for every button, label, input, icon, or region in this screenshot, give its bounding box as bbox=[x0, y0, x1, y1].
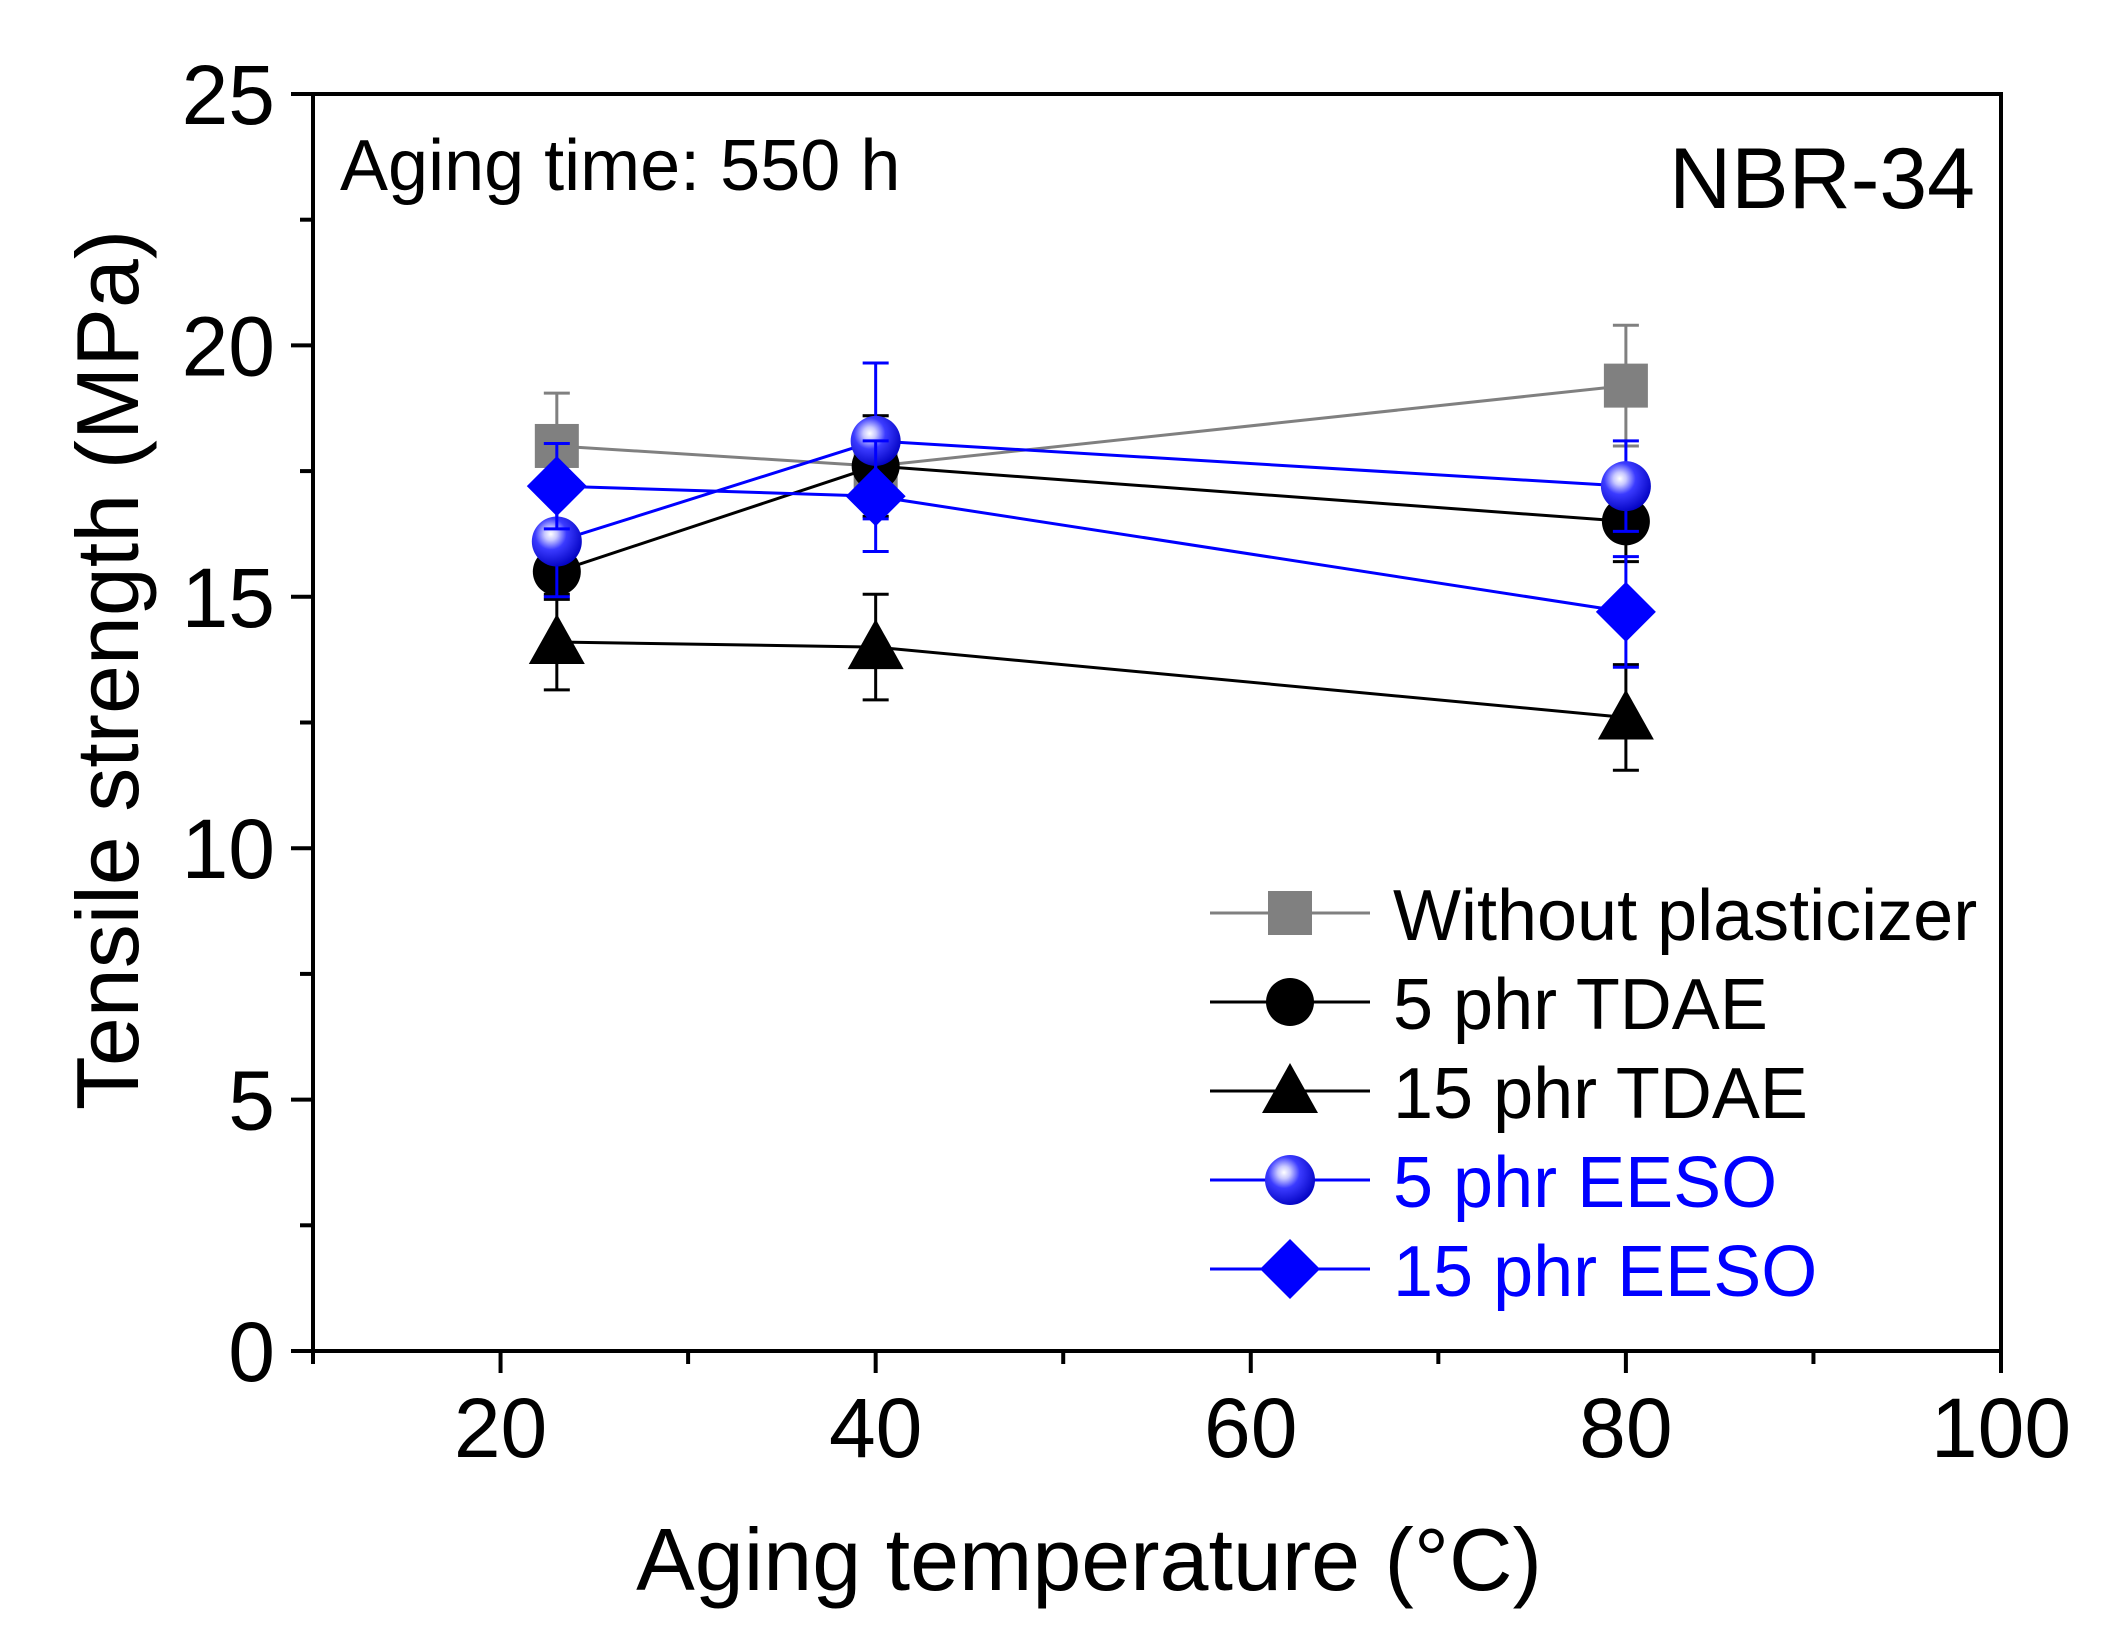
data-point bbox=[526, 456, 587, 517]
y-tick-label: 10 bbox=[182, 802, 275, 896]
series-5-phr-eeso bbox=[531, 361, 1651, 599]
data-point bbox=[1597, 689, 1654, 740]
data-point bbox=[528, 614, 585, 665]
legend-marker bbox=[1260, 1239, 1320, 1299]
legend-entry: 5 phr TDAE bbox=[1210, 965, 1768, 1045]
y-tick-label: 5 bbox=[228, 1054, 275, 1148]
legend-entry: Without plasticizer bbox=[1210, 876, 1977, 956]
legend-marker bbox=[1266, 978, 1314, 1026]
series-line bbox=[556, 464, 1626, 574]
data-point bbox=[845, 466, 906, 527]
axis-ticks: 20 40 60 80 100 0 5 10 15 20 25 bbox=[182, 48, 2072, 1475]
legend-label: 15 phr EESO bbox=[1393, 1232, 1817, 1312]
legend-label: Without plasticizer bbox=[1393, 876, 1977, 956]
series-15-phr-eeso bbox=[526, 439, 1656, 669]
legend-label: 5 phr EESO bbox=[1393, 1143, 1777, 1223]
x-tick-label: 100 bbox=[1931, 1381, 2071, 1475]
data-point bbox=[847, 619, 904, 670]
y-tick-label: 20 bbox=[182, 299, 275, 393]
aging-time-annotation: Aging time: 550 h bbox=[340, 126, 900, 206]
x-axis-label: Aging temperature (°C) bbox=[636, 1510, 1542, 1609]
x-tick-label: 40 bbox=[829, 1381, 922, 1475]
data-point bbox=[1603, 363, 1648, 408]
data-point bbox=[1595, 581, 1656, 642]
y-tick-label: 15 bbox=[182, 551, 275, 645]
series-line bbox=[556, 640, 1627, 719]
legend-marker bbox=[1268, 891, 1312, 935]
legend-marker bbox=[1262, 1063, 1318, 1113]
legend-entry: 15 phr TDAE bbox=[1210, 1054, 1808, 1134]
legend-marker bbox=[1265, 1155, 1315, 1205]
plot-frame bbox=[311, 92, 2003, 1353]
data-series bbox=[526, 323, 1656, 772]
data-point bbox=[1600, 461, 1651, 512]
series-line bbox=[556, 484, 1627, 614]
y-tick-label: 0 bbox=[228, 1305, 275, 1399]
y-axis-label: Tensile strength (MPa) bbox=[58, 230, 157, 1110]
series-without-plasticizer bbox=[534, 323, 1648, 518]
x-tick-label: 60 bbox=[1204, 1381, 1297, 1475]
legend-label: 5 phr TDAE bbox=[1393, 965, 1768, 1045]
series-15-phr-tdae bbox=[528, 592, 1654, 772]
legend: Without plasticizer 5 phr TDAE 15 phr TDAE… bbox=[1210, 876, 1977, 1312]
material-annotation: NBR-34 bbox=[1669, 131, 1975, 227]
legend-entry: 5 phr EESO bbox=[1210, 1143, 1777, 1223]
legend-label: 15 phr TDAE bbox=[1393, 1054, 1808, 1134]
x-tick-label: 20 bbox=[454, 1381, 547, 1475]
y-tick-label: 25 bbox=[182, 48, 275, 142]
legend-entry: 15 phr EESO bbox=[1210, 1232, 1817, 1312]
x-tick-label: 80 bbox=[1579, 1381, 1672, 1475]
